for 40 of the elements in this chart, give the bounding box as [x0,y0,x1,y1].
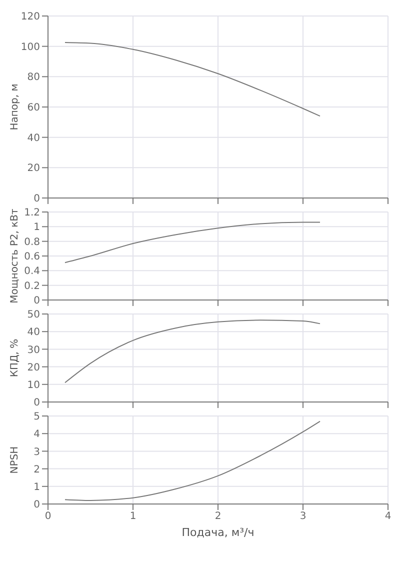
y-tick-label: 10 [27,380,40,391]
x-tick-label: 4 [384,511,392,522]
x-tick-label: 2 [214,511,222,522]
y-tick-label: 0 [34,194,40,205]
y-tick-label: 0.2 [24,280,40,292]
y-tick-label: 2 [34,464,40,476]
y-tick-label: 0.8 [24,236,40,248]
y-tick-label: 4 [34,429,40,440]
y-tick-label: 1.2 [24,208,40,219]
y-axis-title: КПД, % [10,338,21,378]
line-series [64,222,320,264]
y-tick-label: 0 [34,398,40,409]
y-tick-label: 20 [27,163,40,174]
y-tick-label: 0.4 [24,266,40,278]
line-series [64,320,320,384]
y-tick-label: 1 [34,222,40,234]
y-tick-label: 40 [27,327,40,338]
x-tick-label: 1 [130,511,136,522]
y-axis-title: Мощность P2, кВт [10,208,21,304]
y-axis-title: NPSH [10,446,21,474]
y-tick-label: 20 [27,362,40,374]
y-tick-label: 1 [34,482,40,493]
y-tick-label: 100 [20,42,40,53]
y-tick-label: 3 [34,446,40,458]
x-axis-title: Подача, м³/ч [182,526,254,539]
y-tick-label: 30 [27,344,40,356]
y-tick-label: 60 [27,102,40,114]
y-tick-label: 40 [27,132,40,144]
y-tick-label: 80 [27,72,40,84]
y-tick-label: 50 [27,310,40,321]
y-tick-label: 5 [34,412,40,423]
y-tick-label: 0 [34,500,40,511]
y-axis-title: Напор, м [10,84,21,130]
y-tick-label: 0.6 [24,252,40,263]
x-tick-label: 3 [300,511,306,522]
line-series [64,42,320,117]
line-series [64,420,320,501]
x-tick-label: 0 [44,511,52,522]
y-tick-label: 0 [34,296,40,307]
y-tick-label: 120 [20,12,40,23]
